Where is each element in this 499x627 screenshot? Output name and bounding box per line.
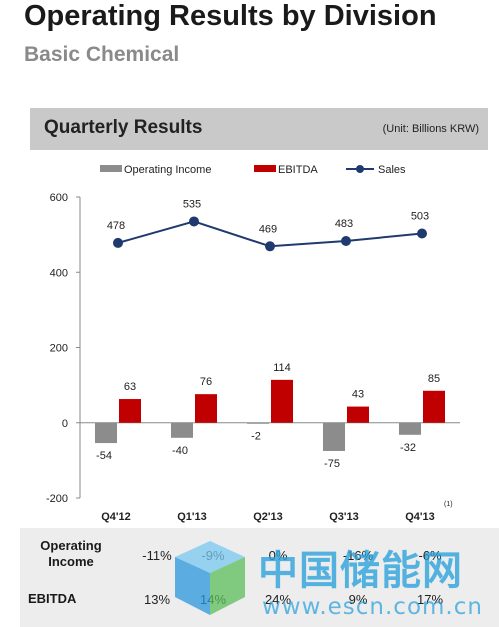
sales-data-label: 469: [259, 223, 277, 235]
legend-swatch-operating-income: [100, 165, 122, 172]
table-cell: 9%: [348, 592, 368, 607]
panel-unit-label: (Unit: Billions KRW): [382, 123, 479, 135]
operating-income-bar: [399, 422, 421, 435]
legend-swatch-ebitda: [254, 165, 276, 172]
operating-income-data-label: -32: [400, 442, 416, 454]
table-cell: 13%: [143, 592, 171, 607]
watermark-chinese-text: 中国储能网: [258, 548, 463, 594]
sales-data-label: 535: [183, 198, 201, 210]
sales-point: [113, 237, 123, 248]
table-cell: -11%: [142, 548, 172, 563]
table-row-label-line: EBITDA: [28, 591, 77, 606]
operating-income-data-label: -40: [172, 445, 188, 457]
panel-title: Quarterly Results: [44, 117, 203, 138]
sales-point: [341, 236, 351, 247]
table-row-label-ebitda: EBITDA: [28, 591, 98, 607]
sales-point: [417, 228, 427, 239]
ebitda-bar: [423, 390, 445, 423]
watermark-cube-logo: [175, 541, 245, 615]
table-cell: 17%: [416, 592, 444, 607]
footnote-marker: (1): [444, 501, 453, 508]
x-category-label: Q4'13: [405, 511, 435, 523]
division-subtitle: Basic Chemical: [24, 43, 180, 66]
legend-label-ebitda: EBITDA: [278, 164, 318, 176]
y-tick-label: 0: [62, 418, 68, 430]
panel-header-bar: [30, 108, 488, 150]
sales-point: [189, 216, 199, 227]
legend-label-operating-income: Operating Income: [124, 164, 211, 176]
ebitda-bar: [119, 399, 141, 423]
table-row-label-operating-income: Operating Income: [28, 538, 114, 570]
table-cell: -16%: [342, 548, 374, 563]
table-cell: 0%: [268, 548, 288, 563]
table-row-label-line: Income: [48, 554, 94, 569]
ebitda-data-label: 63: [124, 381, 136, 393]
sales-data-label: 478: [107, 220, 125, 232]
table-row-label-line: Operating: [40, 538, 102, 553]
operating-income-bar: [323, 422, 345, 451]
sales-data-label: 483: [335, 218, 353, 230]
x-category-label: Q2'13: [253, 511, 283, 523]
page-title: Operating Results by Division: [24, 0, 437, 32]
operating-income-data-label: -75: [324, 458, 340, 470]
y-tick-label: 200: [50, 343, 68, 355]
operating-income-bar: [171, 422, 193, 438]
operating-income-bar: [95, 422, 117, 444]
ebitda-data-label: 114: [273, 362, 291, 374]
ebitda-bar: [271, 379, 293, 423]
table-cell: -6%: [418, 548, 442, 563]
legend-marker-sales: [356, 165, 364, 173]
operating-income-data-label: -54: [96, 450, 112, 462]
y-tick-label: -200: [46, 493, 68, 505]
sales-data-label: 503: [411, 210, 429, 222]
watermark-url-text: www.escn.com.cn: [262, 594, 483, 620]
x-category-label: Q1'13: [177, 511, 207, 523]
table-cell: 24%: [264, 592, 292, 607]
ebitda-bar: [347, 406, 369, 423]
operating-income-data-label: -2: [251, 431, 261, 443]
ebitda-bar: [195, 394, 217, 423]
operating-income-bar: [247, 422, 269, 424]
y-tick-label: 600: [50, 192, 68, 204]
y-tick-label: 400: [50, 267, 68, 279]
x-category-label: Q4'12: [101, 511, 131, 523]
ebitda-data-label: 43: [352, 389, 364, 401]
ebitda-data-label: 85: [428, 373, 440, 385]
sales-point: [265, 241, 275, 252]
legend-label-sales: Sales: [378, 164, 406, 176]
ebitda-data-label: 76: [200, 376, 212, 388]
x-category-label: Q3'13: [329, 511, 359, 523]
quarterly-results-chart: -200 0 200 400 600 -54 63 Q4'12 -40 76 Q1'13 -2 114 Q…: [46, 164, 460, 523]
